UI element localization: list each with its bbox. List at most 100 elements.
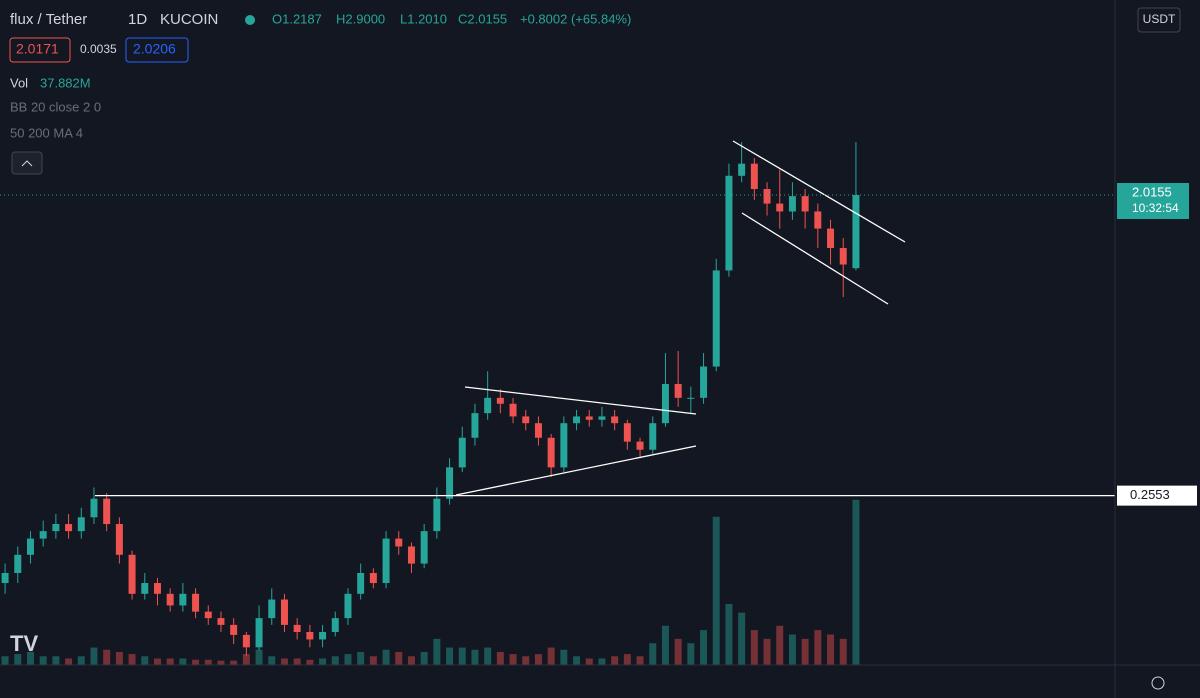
volume-bar xyxy=(801,638,809,665)
volume-bar xyxy=(26,651,34,665)
candle-body xyxy=(90,498,98,518)
volume-bar xyxy=(153,658,161,665)
volume-bar xyxy=(522,656,530,665)
candle-body xyxy=(712,270,720,367)
logo: TV xyxy=(10,631,38,656)
candle-body xyxy=(395,538,403,547)
buy-box[interactable] xyxy=(125,37,189,63)
volume-bar xyxy=(52,656,60,665)
candle-body xyxy=(166,593,174,606)
trendline xyxy=(732,140,906,243)
price-tag xyxy=(1117,485,1197,506)
volume-bar xyxy=(661,625,669,665)
indicator: 50 200 MA 4 xyxy=(10,125,83,140)
spread: 0.0035 xyxy=(80,42,117,56)
volume-layer xyxy=(1,499,860,665)
volume-bar xyxy=(242,654,250,665)
currency-box[interactable] xyxy=(1137,7,1181,33)
sell-price: 2.0171 xyxy=(16,41,59,57)
volume-bar xyxy=(230,660,238,665)
volume-bar xyxy=(674,638,682,665)
volume-bar xyxy=(14,654,22,665)
volume-bar xyxy=(280,658,288,665)
candle-body xyxy=(280,599,288,625)
candle-body xyxy=(52,524,60,532)
volume-bar xyxy=(611,656,619,665)
candle-body xyxy=(344,593,352,619)
indicator: BB 20 close 2 0 xyxy=(10,99,101,114)
candle-body xyxy=(331,618,339,632)
candle-body xyxy=(496,397,504,404)
volume-bar xyxy=(217,660,225,665)
volume-bar xyxy=(496,651,504,665)
volume-bar xyxy=(77,656,85,665)
countdown: 10:32:54 xyxy=(1132,201,1179,215)
candle-body xyxy=(319,631,327,640)
trendline xyxy=(455,445,697,496)
volume-bar xyxy=(509,654,517,665)
ohlc-open: O1.2187 xyxy=(272,11,322,26)
volume-bar xyxy=(446,647,454,665)
candle-body xyxy=(153,583,161,594)
candle-body xyxy=(509,403,517,417)
volume-bar xyxy=(128,654,136,665)
volume-bar xyxy=(839,638,847,665)
candle-body xyxy=(585,416,593,420)
candle-body xyxy=(814,211,822,229)
volume-bar xyxy=(827,634,835,665)
volume-bar xyxy=(268,656,276,665)
sell-box[interactable] xyxy=(9,37,71,63)
last-price-label: 2.0155 xyxy=(1132,184,1172,199)
volume-bar xyxy=(725,603,733,665)
volume-bar xyxy=(103,649,111,665)
ohlc-high: H2.9000 xyxy=(336,11,385,26)
trendlines xyxy=(455,140,906,496)
candle-body xyxy=(801,196,809,212)
chevron-icon xyxy=(21,160,33,167)
volume-bar xyxy=(636,656,644,665)
candle-body xyxy=(458,437,466,468)
volume-bar xyxy=(547,647,555,665)
exchange: KUCOIN xyxy=(160,11,218,28)
candle-body xyxy=(636,441,644,450)
volume-bar xyxy=(623,654,631,665)
overlay: 0.2553 2.0155 10:32:54 xyxy=(0,183,1197,506)
candle-body xyxy=(687,397,695,399)
volume-bar xyxy=(712,516,720,665)
candle-body xyxy=(471,413,479,438)
volume-bar xyxy=(306,659,314,665)
candle-body xyxy=(700,366,708,398)
candle-body xyxy=(382,538,390,584)
candle-body xyxy=(788,196,796,212)
buy-price: 2.0206 xyxy=(133,41,176,57)
volume-bar xyxy=(763,638,771,665)
status-dot xyxy=(245,15,255,25)
candle-body xyxy=(433,498,441,532)
volume-bar xyxy=(90,647,98,665)
candle-body xyxy=(103,498,111,525)
candle-body xyxy=(26,538,34,555)
volume-value: 37.882M xyxy=(40,75,91,90)
candle-body xyxy=(141,583,149,594)
candle-body xyxy=(204,611,212,619)
volume-bar xyxy=(687,643,695,665)
candle-body xyxy=(14,554,22,573)
volume-bar xyxy=(560,649,568,665)
volume-bar xyxy=(319,658,327,665)
candle-body xyxy=(839,248,847,265)
candle-body xyxy=(39,531,47,539)
interval: 1D xyxy=(128,11,147,28)
volume-bar xyxy=(141,656,149,665)
collapse-button[interactable] xyxy=(11,151,43,175)
candle-body xyxy=(179,593,187,606)
candle-body xyxy=(547,437,555,468)
legend: flux / Tether 1D KUCOIN O1.2187 H2.9000 … xyxy=(9,7,1181,690)
volume-bar xyxy=(255,649,263,665)
volume-bar xyxy=(420,651,428,665)
candle-body xyxy=(776,203,784,212)
volume-bar xyxy=(166,658,174,665)
settings-icon[interactable] xyxy=(1151,676,1165,690)
volume-bar xyxy=(738,612,746,665)
